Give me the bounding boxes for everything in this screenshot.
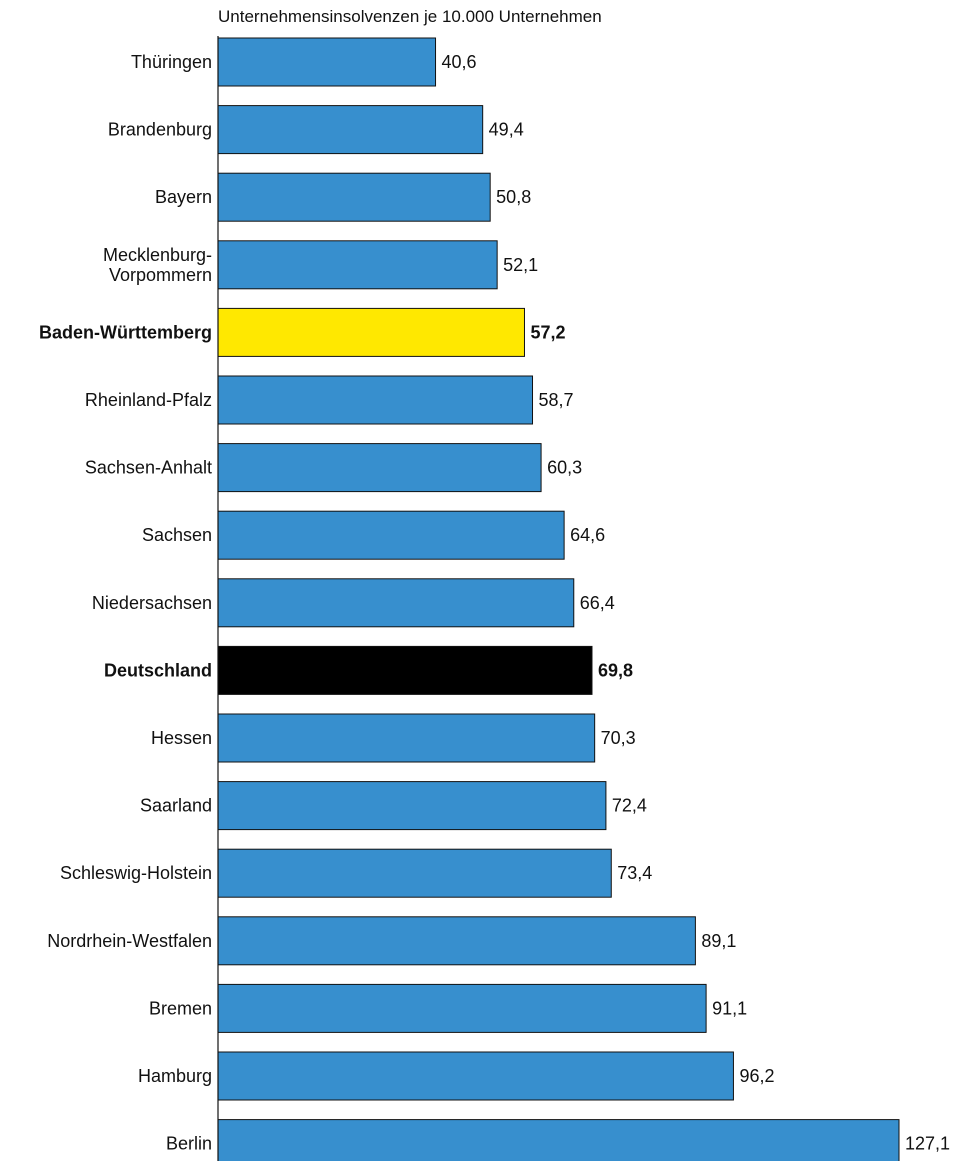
bar-thueringen: [217, 37, 437, 87]
bar-schleswig-holstein: [217, 848, 612, 898]
bar-hamburg: [217, 1051, 734, 1101]
value-label-hamburg: 96,2: [739, 1066, 774, 1086]
value-label-sachsen: 64,6: [570, 525, 605, 545]
category-label-brandenburg: Brandenburg: [108, 120, 212, 140]
value-label-nordrhein-westfalen: 89,1: [701, 931, 736, 951]
value-label-brandenburg: 49,4: [489, 120, 524, 140]
category-label-schleswig-holstein: Schleswig-Holstein: [60, 863, 212, 883]
value-label-bremen: 91,1: [712, 998, 747, 1018]
value-label-baden-wuerttemberg: 57,2: [530, 322, 565, 342]
bar-niedersachsen: [217, 578, 575, 628]
bars-layer: Thüringen 40,6 Brandenburg 49,4 Bayern 50,8 Me…: [39, 37, 950, 1161]
value-label-mecklenburg-vorpommern: 52,1: [503, 255, 538, 275]
bar-bayern: [217, 172, 491, 222]
category-label-mecklenburg-vorpommern: Mecklenburg-Vorpommern: [103, 245, 212, 285]
category-label-saarland: Saarland: [140, 796, 212, 816]
value-label-bayern: 50,8: [496, 187, 531, 207]
category-label-sachsen: Sachsen: [142, 525, 212, 545]
category-label-niedersachsen: Niedersachsen: [92, 593, 212, 613]
bar-nordrhein-westfalen: [217, 916, 696, 966]
value-label-sachsen-anhalt: 60,3: [547, 458, 582, 478]
category-label-nordrhein-westfalen: Nordrhein-Westfalen: [47, 931, 212, 951]
category-label-thueringen: Thüringen: [131, 52, 212, 72]
bar-rheinland-pfalz: [217, 375, 534, 425]
value-label-niedersachsen: 66,4: [580, 593, 615, 613]
bar-saarland: [217, 781, 607, 831]
category-label-bremen: Bremen: [149, 998, 212, 1018]
bar-bremen: [217, 983, 707, 1033]
value-label-berlin: 127,1: [905, 1134, 950, 1154]
bar-deutschland: [217, 645, 593, 695]
value-label-saarland: 72,4: [612, 796, 647, 816]
category-label-bayern: Bayern: [155, 187, 212, 207]
value-label-thueringen: 40,6: [442, 52, 477, 72]
category-label-berlin: Berlin: [166, 1134, 212, 1154]
category-label-baden-wuerttemberg: Baden-Württemberg: [39, 322, 212, 342]
category-label-hessen: Hessen: [151, 728, 212, 748]
category-label-rheinland-pfalz: Rheinland-Pfalz: [85, 390, 212, 410]
bar-brandenburg: [217, 105, 484, 155]
value-label-schleswig-holstein: 73,4: [617, 863, 652, 883]
bar-sachsen: [217, 510, 565, 560]
bar-sachsen-anhalt: [217, 443, 542, 493]
bar-hessen: [217, 713, 596, 763]
chart-subtitle: Unternehmensinsolvenzen je 10.000 Untern…: [218, 7, 602, 26]
bar-baden-wuerttemberg: [217, 307, 525, 357]
category-label-sachsen-anhalt: Sachsen-Anhalt: [85, 458, 212, 478]
bar-berlin: [217, 1119, 900, 1161]
value-label-deutschland: 69,8: [598, 660, 633, 680]
category-label-hamburg: Hamburg: [138, 1066, 212, 1086]
value-label-rheinland-pfalz: 58,7: [539, 390, 574, 410]
value-label-hessen: 70,3: [601, 728, 636, 748]
category-label-deutschland: Deutschland: [104, 660, 212, 680]
bar-mecklenburg-vorpommern: [217, 240, 498, 290]
